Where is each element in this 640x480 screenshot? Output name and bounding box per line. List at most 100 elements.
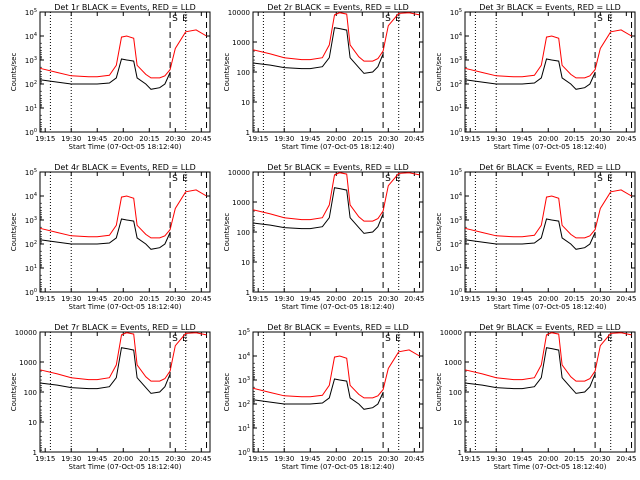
marker-label-e: E xyxy=(395,174,401,184)
marker-label-e: E xyxy=(607,174,613,184)
x-tick-label: 19:15 xyxy=(460,295,480,303)
panel-title: Det 3r BLACK = Events, RED = LLD xyxy=(479,3,621,12)
x-tick-label: 19:45 xyxy=(512,295,532,303)
x-tick-label: 19:45 xyxy=(87,295,107,303)
x-tick-label: 19:45 xyxy=(300,135,320,143)
x-tick-label: 20:45 xyxy=(616,295,636,303)
y-tick-label: 100 xyxy=(237,69,250,77)
y-tick-label: 102 xyxy=(450,240,462,249)
panel-title: Det 8r BLACK = Events, RED = LLD xyxy=(267,323,409,332)
y-tick-label: 104 xyxy=(450,32,462,41)
x-tick-label: 19:30 xyxy=(61,135,81,143)
y-axis-label: Counts/sec xyxy=(435,373,443,412)
y-axis-label: Counts/sec xyxy=(435,53,443,92)
x-tick-label: 19:15 xyxy=(35,455,55,463)
y-tick-label: 103 xyxy=(450,216,462,225)
y-axis-label: Counts/sec xyxy=(223,373,231,412)
y-tick-label: 103 xyxy=(450,56,462,65)
x-tick-label: 20:00 xyxy=(538,295,558,303)
x-tick-label: 19:30 xyxy=(486,455,506,463)
plot-frame xyxy=(39,11,211,133)
y-tick-label: 100 xyxy=(238,448,250,457)
y-tick-label: 101 xyxy=(450,104,462,113)
x-tick-label: 19:30 xyxy=(486,295,506,303)
y-tick-label: 105 xyxy=(25,168,37,177)
marker-label-e: E xyxy=(395,14,401,24)
x-axis-label: Start Time (07-Oct-05 18:12:40) xyxy=(282,303,395,311)
events-series-line xyxy=(464,347,596,394)
x-tick-label: 20:30 xyxy=(165,455,185,463)
marker-label-e: E xyxy=(182,334,188,344)
panel-title: Det 1r BLACK = Events, RED = LLD xyxy=(54,3,196,12)
x-tick-label: 20:45 xyxy=(191,135,211,143)
lld-series-line xyxy=(252,172,420,222)
x-tick-label: 20:30 xyxy=(378,455,398,463)
x-tick-label: 19:45 xyxy=(512,135,532,143)
events-series-line xyxy=(252,187,384,234)
y-tick-label: 101 xyxy=(450,264,462,273)
marker-label-e: E xyxy=(395,334,401,344)
x-tick-label: 20:30 xyxy=(590,135,610,143)
lld-series-line xyxy=(39,332,207,382)
events-series-line xyxy=(39,58,171,90)
marker-label-s: S xyxy=(597,334,603,344)
y-tick-label: 101 xyxy=(25,104,37,113)
x-tick-label: 20:15 xyxy=(139,455,159,463)
x-tick-label: 19:45 xyxy=(87,135,107,143)
y-axis-label: Counts/sec xyxy=(223,213,231,252)
y-tick-label: 1000 xyxy=(19,359,37,367)
y-tick-label: 1 xyxy=(33,449,37,457)
x-tick-label: 20:45 xyxy=(191,455,211,463)
marker-label-s: S xyxy=(172,334,178,344)
x-tick-label: 20:30 xyxy=(590,295,610,303)
marker-label-s: S xyxy=(597,174,603,184)
detector-panel-5: Det 5r BLACK = Events, RED = LLD 1 10 100 10… xyxy=(223,163,424,311)
events-series-line xyxy=(39,347,171,394)
x-tick-label: 20:15 xyxy=(139,135,159,143)
lld-series-line xyxy=(39,189,207,239)
y-tick-label: 10000 xyxy=(228,169,250,177)
y-tick-label: 1 xyxy=(246,289,250,297)
x-tick-label: 19:30 xyxy=(274,295,294,303)
plot-frame xyxy=(252,171,424,293)
panel-title: Det 4r BLACK = Events, RED = LLD xyxy=(54,163,196,172)
events-series-line xyxy=(464,58,596,90)
plot-frame xyxy=(39,171,211,293)
y-tick-label: 1000 xyxy=(232,39,250,47)
x-tick-label: 20:15 xyxy=(564,295,584,303)
y-tick-label: 102 xyxy=(238,400,250,409)
x-tick-label: 20:45 xyxy=(404,295,424,303)
x-tick-label: 20:00 xyxy=(326,135,346,143)
y-tick-label: 100 xyxy=(25,128,37,137)
x-tick-label: 20:30 xyxy=(378,135,398,143)
x-tick-label: 20:30 xyxy=(165,295,185,303)
x-tick-label: 20:15 xyxy=(352,295,372,303)
x-tick-label: 20:15 xyxy=(139,295,159,303)
x-tick-label: 19:30 xyxy=(274,135,294,143)
x-tick-label: 20:45 xyxy=(616,135,636,143)
y-tick-label: 1 xyxy=(458,449,462,457)
events-series-line xyxy=(39,218,171,250)
x-tick-label: 20:45 xyxy=(616,455,636,463)
x-axis-label: Start Time (07-Oct-05 18:12:40) xyxy=(69,463,182,471)
y-tick-label: 104 xyxy=(25,192,37,201)
x-tick-label: 19:30 xyxy=(61,295,81,303)
x-tick-label: 19:15 xyxy=(460,135,480,143)
marker-label-e: E xyxy=(607,334,613,344)
x-tick-label: 20:45 xyxy=(404,455,424,463)
marker-label-s: S xyxy=(385,14,391,24)
detector-panel-6: Det 6r BLACK = Events, RED = LLD 100 101 10… xyxy=(435,163,636,311)
x-axis-label: Start Time (07-Oct-05 18:12:40) xyxy=(69,143,182,151)
plot-frame xyxy=(464,331,636,453)
x-tick-label: 19:15 xyxy=(460,455,480,463)
y-tick-label: 100 xyxy=(449,389,462,397)
y-axis-label: Counts/sec xyxy=(10,373,18,412)
x-tick-label: 20:00 xyxy=(113,135,133,143)
x-tick-label: 20:00 xyxy=(538,455,558,463)
y-tick-label: 103 xyxy=(25,56,37,65)
x-tick-label: 20:00 xyxy=(538,135,558,143)
lld-series-line xyxy=(464,189,632,239)
x-tick-label: 20:00 xyxy=(113,455,133,463)
y-tick-label: 10 xyxy=(241,259,250,267)
x-tick-label: 20:15 xyxy=(564,455,584,463)
